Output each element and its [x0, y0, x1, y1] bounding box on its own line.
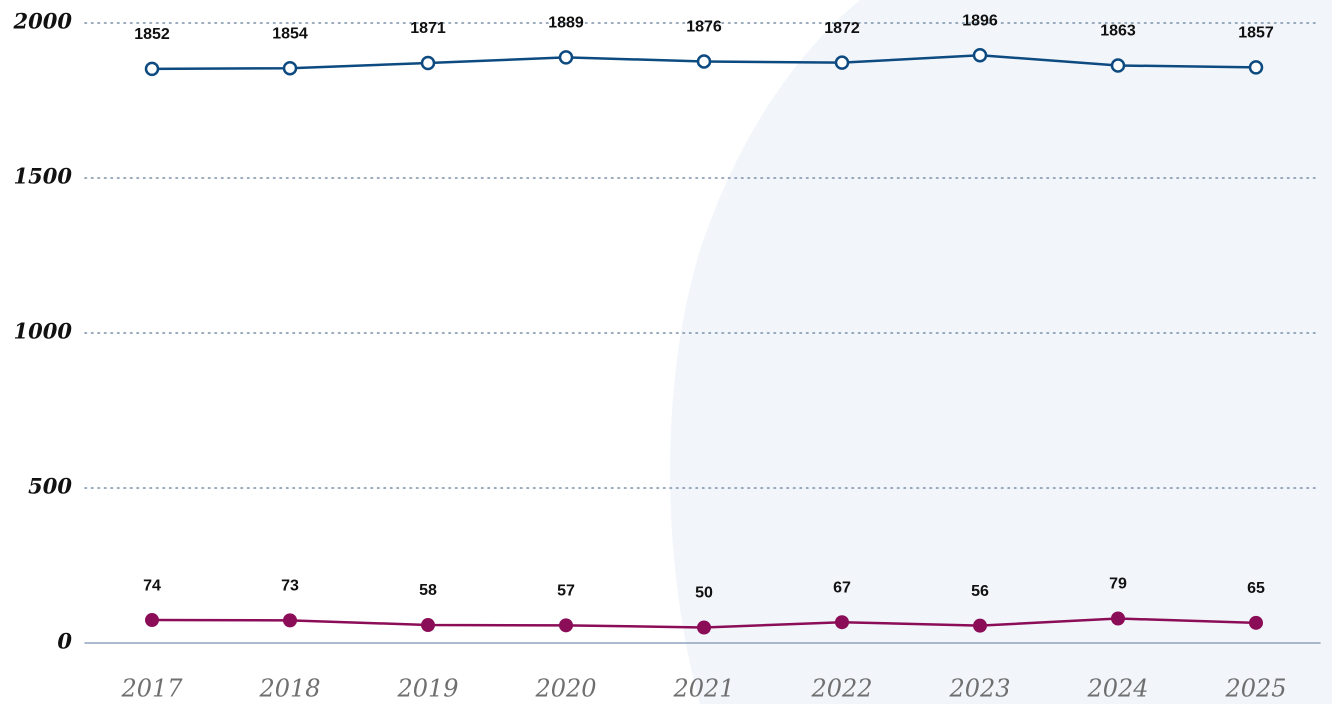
x-tick-label: 2020: [534, 675, 596, 703]
y-tick-label: 1500: [14, 164, 73, 189]
data-label: 50: [695, 585, 713, 602]
point: [283, 613, 297, 628]
point: [144, 61, 160, 77]
data-label: 1876: [686, 19, 722, 36]
data-label: 1889: [548, 15, 584, 32]
data-label: 1872: [824, 20, 860, 37]
data-label: 1863: [1100, 23, 1136, 40]
y-tick-label: 1000: [14, 319, 73, 344]
data-label: 56: [971, 583, 989, 600]
point: [972, 47, 988, 63]
x-tick-label: 2021: [672, 675, 734, 703]
data-label: 1854: [272, 25, 308, 42]
point: [696, 54, 712, 69]
background-shape: [670, 0, 1332, 704]
data-label: 1857: [1238, 25, 1274, 42]
point: [1249, 615, 1263, 630]
y-tick-label: 0: [57, 629, 72, 654]
data-label: 65: [1247, 580, 1265, 597]
point: [558, 50, 574, 65]
data-label: 74: [143, 577, 161, 594]
data-label: 57: [557, 583, 575, 600]
data-label: 1871: [410, 20, 446, 37]
point: [559, 618, 573, 633]
point: [834, 55, 850, 70]
point: [1248, 60, 1264, 75]
point: [835, 615, 849, 630]
point: [1111, 611, 1125, 626]
x-tick-label: 2017: [120, 675, 183, 703]
point: [1110, 58, 1126, 73]
x-tick-label: 2025: [1224, 675, 1286, 703]
data-label: 67: [833, 579, 851, 596]
x-tick-label: 2022: [810, 675, 872, 703]
point: [420, 55, 436, 71]
point: [145, 613, 159, 628]
data-label: 79: [1109, 576, 1127, 593]
y-tick-label: 500: [28, 474, 72, 499]
x-tick-label: 2018: [258, 675, 320, 703]
point: [421, 618, 435, 633]
data-label: 1852: [134, 26, 170, 43]
x-tick-label: 2024: [1086, 675, 1148, 703]
point: [282, 61, 298, 76]
y-tick-label: 2000: [13, 9, 73, 34]
point: [973, 618, 987, 633]
point: [697, 620, 711, 635]
data-label: 58: [419, 582, 437, 599]
data-label: 73: [281, 578, 299, 595]
data-label: 1896: [962, 12, 998, 29]
x-tick-label: 2023: [948, 675, 1010, 703]
x-tick-label: 2019: [396, 675, 458, 703]
